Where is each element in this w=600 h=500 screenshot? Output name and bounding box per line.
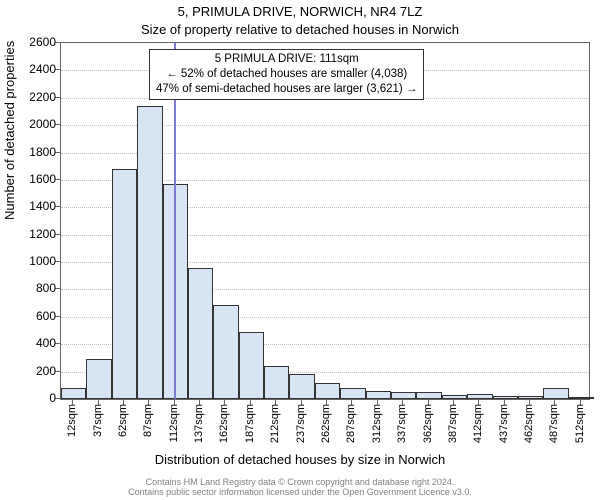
footer-line-2: Contains public sector information licen… <box>128 487 472 497</box>
xtick-label: 462sqm <box>523 404 535 443</box>
xtick-label: 162sqm <box>218 404 230 443</box>
ytick-label: 2000 <box>16 117 56 131</box>
xtick-label: 212sqm <box>269 404 281 443</box>
annot-line-1: 5 PRIMULA DRIVE: 111sqm <box>215 53 359 65</box>
histogram-bar <box>289 374 314 399</box>
annotation-box: 5 PRIMULA DRIVE: 111sqm ← 52% of detached… <box>149 49 424 100</box>
histogram-bar <box>112 169 137 399</box>
histogram-bar <box>315 383 340 399</box>
ytick-label: 1400 <box>16 199 56 213</box>
xtick-label: 412sqm <box>472 404 484 443</box>
annot-line-3: 47% of semi-detached houses are larger (… <box>156 83 417 95</box>
chart-container: 5, PRIMULA DRIVE, NORWICH, NR4 7LZ Size … <box>0 0 600 500</box>
chart-subtitle: Size of property relative to detached ho… <box>0 22 600 37</box>
xtick-label: 237sqm <box>295 404 307 443</box>
histogram-bar <box>467 394 492 399</box>
ytick-label: 2200 <box>16 90 56 104</box>
xtick-label: 62sqm <box>117 404 129 437</box>
ytick-label: 1200 <box>16 227 56 241</box>
histogram-bar <box>442 395 467 399</box>
histogram-bar <box>493 396 518 399</box>
xtick-label: 112sqm <box>168 404 180 442</box>
histogram-bar <box>213 305 238 399</box>
histogram-bar <box>188 268 213 399</box>
histogram-bar <box>264 366 289 399</box>
annot-line-2: ← 52% of detached houses are smaller (4,… <box>166 68 407 80</box>
xtick-label: 137sqm <box>193 404 205 443</box>
ytick-label: 800 <box>16 281 56 295</box>
xtick-label: 487sqm <box>548 404 560 443</box>
ytick-label: 0 <box>16 391 56 405</box>
footer-line-1: Contains HM Land Registry data © Crown c… <box>146 477 455 487</box>
ytick-label: 2400 <box>16 62 56 76</box>
histogram-bar <box>543 388 568 399</box>
histogram-bar <box>366 391 391 399</box>
xtick-label: 87sqm <box>142 404 154 437</box>
xtick-label: 37sqm <box>92 404 104 437</box>
histogram-bar <box>137 106 162 399</box>
histogram-bar <box>569 397 594 399</box>
ytick-label: 1000 <box>16 254 56 268</box>
xtick-label: 262sqm <box>320 404 332 443</box>
xtick-label: 287sqm <box>345 404 357 443</box>
histogram-bar <box>86 359 111 399</box>
x-axis-label: Distribution of detached houses by size … <box>0 452 600 467</box>
xtick-label: 337sqm <box>396 404 408 443</box>
xtick-label: 187sqm <box>244 404 256 443</box>
histogram-bar <box>518 396 543 399</box>
ytick-label: 1800 <box>16 145 56 159</box>
ytick-label: 2600 <box>16 35 56 49</box>
histogram-bar <box>61 388 86 399</box>
ytick-label: 600 <box>16 309 56 323</box>
xtick-label: 437sqm <box>498 404 510 443</box>
histogram-bar <box>391 392 416 399</box>
ytick-label: 1600 <box>16 172 56 186</box>
xtick-label: 512sqm <box>574 404 586 443</box>
plot-area: 5 PRIMULA DRIVE: 111sqm ← 52% of detached… <box>60 42 590 400</box>
histogram-bar <box>416 392 441 399</box>
ytick-label: 400 <box>16 336 56 350</box>
xtick-label: 387sqm <box>447 404 459 443</box>
xtick-label: 12sqm <box>66 404 78 437</box>
footer-attribution: Contains HM Land Registry data © Crown c… <box>0 478 600 498</box>
ytick-label: 200 <box>16 364 56 378</box>
page-title: 5, PRIMULA DRIVE, NORWICH, NR4 7LZ <box>0 4 600 19</box>
y-axis-label: Number of detached properties <box>2 41 17 220</box>
histogram-bar <box>340 388 365 399</box>
xtick-label: 312sqm <box>371 404 383 443</box>
xtick-label: 362sqm <box>422 404 434 443</box>
histogram-bar <box>239 332 264 399</box>
